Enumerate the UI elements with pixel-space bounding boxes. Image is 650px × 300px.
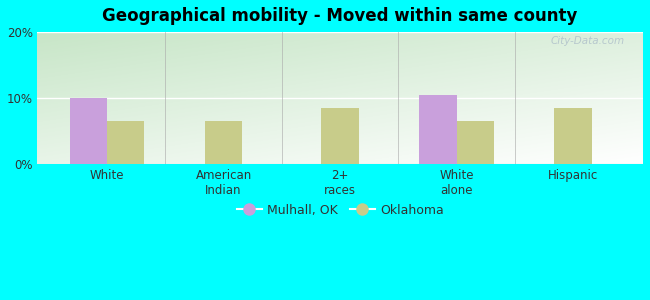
Bar <box>419 95 456 164</box>
Bar <box>70 98 107 164</box>
Bar <box>205 122 242 164</box>
Title: Geographical mobility - Moved within same county: Geographical mobility - Moved within sam… <box>103 7 578 25</box>
Bar <box>456 122 494 164</box>
Legend: Mulhall, OK, Oklahoma: Mulhall, OK, Oklahoma <box>231 199 448 222</box>
Text: City-Data.com: City-Data.com <box>551 36 625 46</box>
Bar <box>322 108 359 164</box>
Bar <box>107 122 144 164</box>
Bar <box>554 108 592 164</box>
